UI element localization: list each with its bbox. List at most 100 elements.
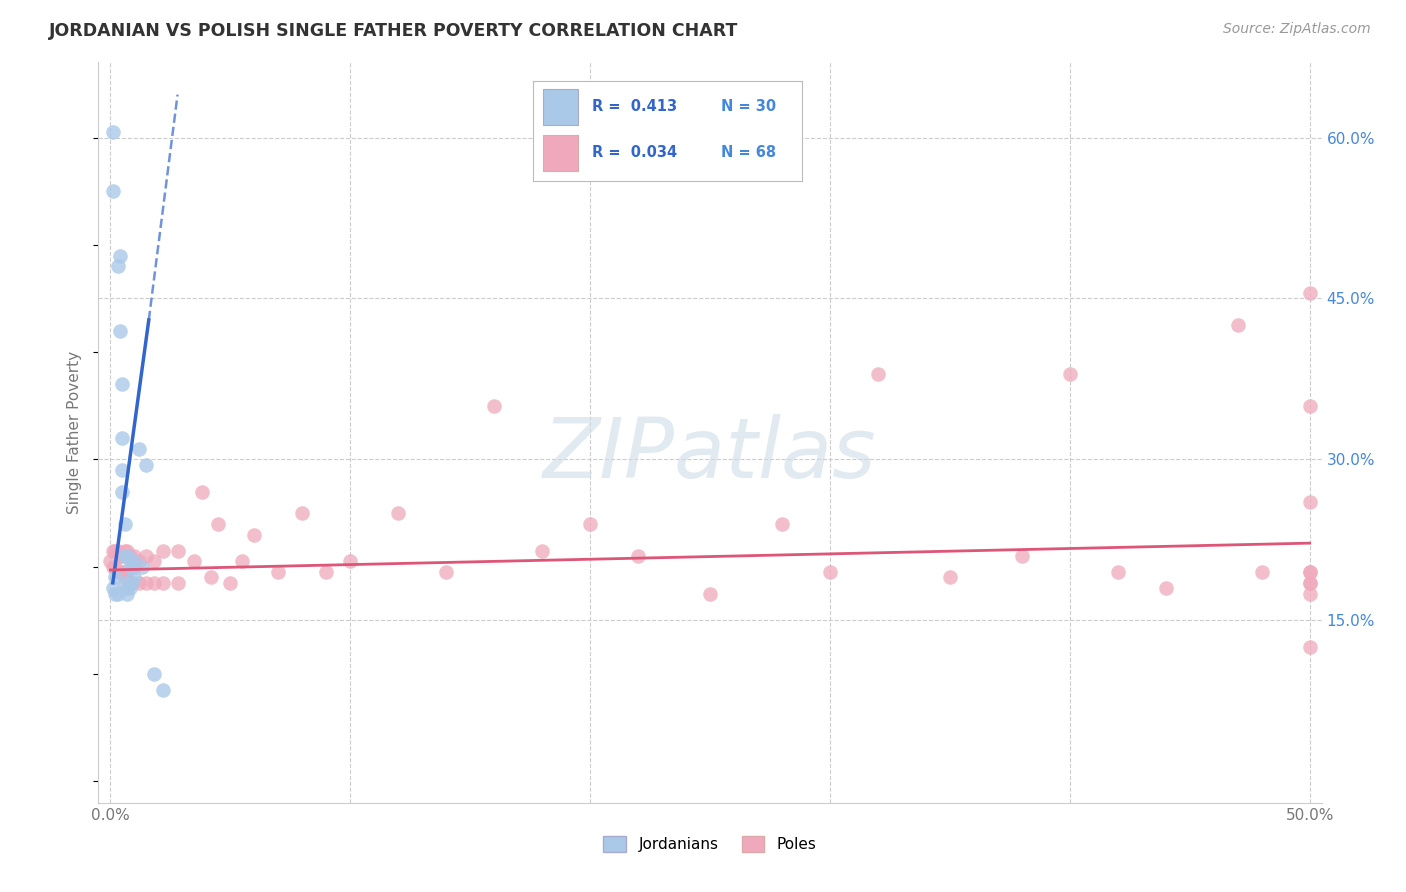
Point (107, 543, 129, 558)
Point (100, 554, 122, 568)
Point (1298, 586, 1320, 600)
Point (111, 431, 134, 445)
Point (131, 559, 153, 574)
Point (111, 565, 134, 579)
Point (108, 249, 131, 263)
Point (291, 506, 314, 520)
Point (531, 543, 554, 558)
Point (114, 549, 136, 563)
Point (267, 565, 290, 579)
Point (1298, 640, 1320, 655)
Point (128, 554, 150, 568)
Point (243, 527, 266, 541)
Point (108, 324, 131, 338)
Point (387, 506, 409, 520)
Point (1154, 581, 1177, 595)
Point (121, 575, 143, 590)
Point (111, 377, 134, 392)
Point (183, 554, 205, 568)
Point (107, 565, 129, 579)
Point (166, 543, 188, 558)
Point (108, 565, 131, 579)
Point (1250, 565, 1272, 579)
Point (190, 484, 212, 499)
Point (101, 581, 124, 595)
Point (1107, 565, 1129, 579)
Point (104, 570, 127, 584)
Point (118, 549, 141, 563)
Point (142, 575, 165, 590)
Point (104, 543, 127, 558)
Point (121, 575, 143, 590)
Point (115, 565, 138, 579)
Point (135, 549, 157, 563)
Point (166, 575, 188, 590)
Point (200, 570, 222, 584)
Point (108, 549, 131, 563)
Point (124, 554, 146, 568)
Point (770, 516, 793, 531)
Point (142, 554, 165, 568)
Point (101, 543, 124, 558)
Point (231, 554, 253, 568)
Point (1298, 575, 1320, 590)
Point (128, 442, 150, 456)
Point (939, 570, 962, 584)
Point (128, 575, 150, 590)
Point (101, 184, 124, 198)
Text: Source: ZipAtlas.com: Source: ZipAtlas.com (1223, 22, 1371, 37)
Point (699, 586, 721, 600)
Point (135, 458, 157, 472)
Point (1298, 286, 1320, 301)
Point (339, 554, 361, 568)
Point (114, 570, 136, 584)
Point (1011, 549, 1033, 563)
Point (121, 554, 143, 568)
Point (482, 399, 505, 413)
Point (111, 484, 134, 499)
Point (152, 543, 174, 558)
Point (115, 549, 138, 563)
Point (118, 559, 141, 574)
Point (135, 575, 157, 590)
Point (107, 260, 129, 274)
Point (1298, 565, 1320, 579)
Point (219, 575, 242, 590)
Point (111, 463, 134, 477)
Point (315, 565, 337, 579)
Text: ZIPatlas: ZIPatlas (543, 414, 877, 495)
Point (1298, 575, 1320, 590)
Point (111, 549, 134, 563)
Point (124, 559, 146, 574)
Point (114, 516, 136, 531)
Text: JORDANIAN VS POLISH SINGLE FATHER POVERTY CORRELATION CHART: JORDANIAN VS POLISH SINGLE FATHER POVERT… (49, 22, 738, 40)
Point (104, 559, 127, 574)
Point (115, 543, 138, 558)
Point (1059, 367, 1081, 381)
Point (1226, 318, 1249, 333)
Point (118, 581, 141, 595)
Point (1298, 399, 1320, 413)
Point (627, 549, 650, 563)
Point (118, 575, 141, 590)
Point (115, 586, 138, 600)
Point (104, 586, 127, 600)
Point (434, 565, 457, 579)
Point (101, 125, 124, 139)
Point (114, 575, 136, 590)
Point (152, 683, 174, 698)
Point (142, 667, 165, 681)
Point (124, 549, 146, 563)
Point (866, 367, 889, 381)
Legend: Jordanians, Poles: Jordanians, Poles (598, 830, 823, 858)
Point (107, 586, 129, 600)
Point (579, 516, 602, 531)
Point (207, 516, 229, 531)
Point (1298, 495, 1320, 509)
Point (101, 559, 124, 574)
Point (152, 575, 174, 590)
Point (1298, 565, 1320, 579)
Y-axis label: Single Father Poverty: Single Father Poverty (67, 351, 83, 514)
Point (115, 581, 138, 595)
Point (121, 559, 143, 574)
